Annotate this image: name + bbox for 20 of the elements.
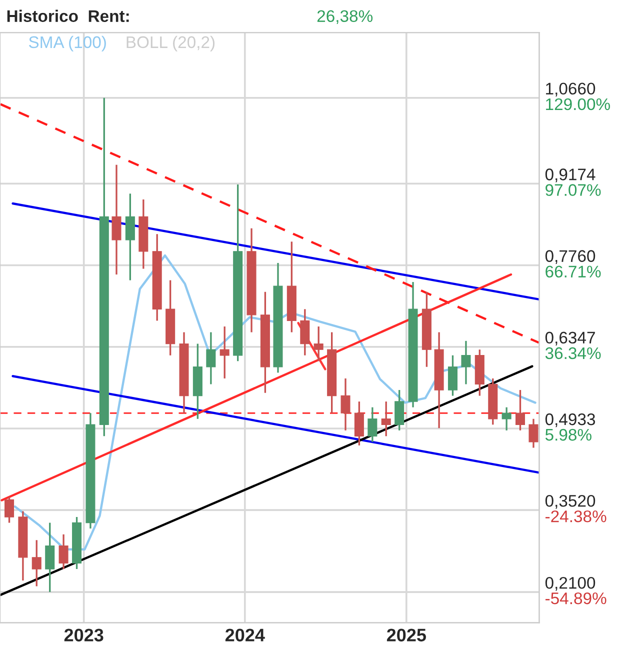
y2-tick-label: 5.98% [545,428,592,441]
y-tick-label: 0,9174 [545,168,596,182]
y2-tick-label: 66.71% [546,266,601,278]
y2-tick-label: 97.07% [546,184,601,196]
y2-tick-label: -54.89% [546,592,606,604]
text: 26,38% [317,10,373,24]
y-tick-label: 0,3520 [545,494,596,509]
y-tick-label: 1,0660 [546,82,596,97]
y2-tick-label: 129.00% [546,98,610,110]
text: SMA (100) [28,36,106,52]
y2-tick-label: -24.38% [546,510,606,522]
x-tick-label: 2025 [386,628,426,642]
x-tick-label: 2024 [225,628,265,642]
x-tick-label: 2023 [64,628,104,642]
y2-tick-label: 36.34% [545,347,601,360]
y-tick-label: 0,4933 [545,413,596,428]
y-tick-label: 0,7760 [545,250,596,264]
chart-title: Historico Rent: [7,10,129,22]
y-tick-label: 0,2100 [545,576,596,591]
y-tick-label: 0,6347 [545,332,595,346]
